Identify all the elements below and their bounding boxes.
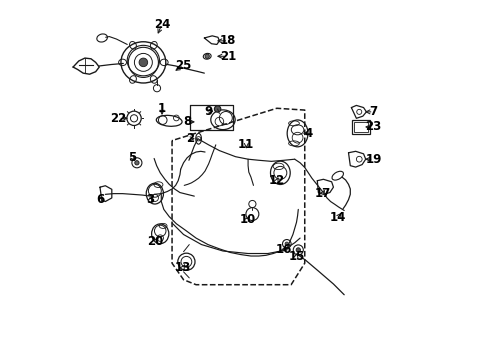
Text: 4: 4 xyxy=(305,127,312,140)
Text: 19: 19 xyxy=(365,153,381,166)
Text: 3: 3 xyxy=(146,193,154,206)
Circle shape xyxy=(135,161,139,165)
Text: 22: 22 xyxy=(110,112,126,125)
Text: 16: 16 xyxy=(275,243,291,256)
Text: 20: 20 xyxy=(147,235,163,248)
Text: 13: 13 xyxy=(174,261,190,274)
Circle shape xyxy=(296,248,300,252)
Circle shape xyxy=(204,54,209,58)
Text: 15: 15 xyxy=(288,249,304,262)
Bar xyxy=(351,121,369,134)
Text: 21: 21 xyxy=(220,50,236,63)
Text: 24: 24 xyxy=(154,18,170,31)
Text: 17: 17 xyxy=(314,187,330,200)
Text: 1: 1 xyxy=(158,102,166,115)
Text: 2: 2 xyxy=(185,132,194,145)
Text: 9: 9 xyxy=(204,105,212,118)
Text: 5: 5 xyxy=(128,151,137,164)
Text: 8: 8 xyxy=(183,116,191,129)
Text: 7: 7 xyxy=(369,105,377,118)
Circle shape xyxy=(139,58,147,67)
Circle shape xyxy=(214,106,221,112)
Text: 10: 10 xyxy=(239,213,255,226)
Text: 23: 23 xyxy=(365,121,381,134)
Text: 11: 11 xyxy=(238,138,254,150)
Circle shape xyxy=(285,242,288,246)
Text: 6: 6 xyxy=(96,193,104,206)
Text: 14: 14 xyxy=(329,211,345,224)
Text: 18: 18 xyxy=(220,34,236,48)
Text: 12: 12 xyxy=(268,174,285,187)
Text: 25: 25 xyxy=(175,59,191,72)
Bar xyxy=(353,122,367,132)
